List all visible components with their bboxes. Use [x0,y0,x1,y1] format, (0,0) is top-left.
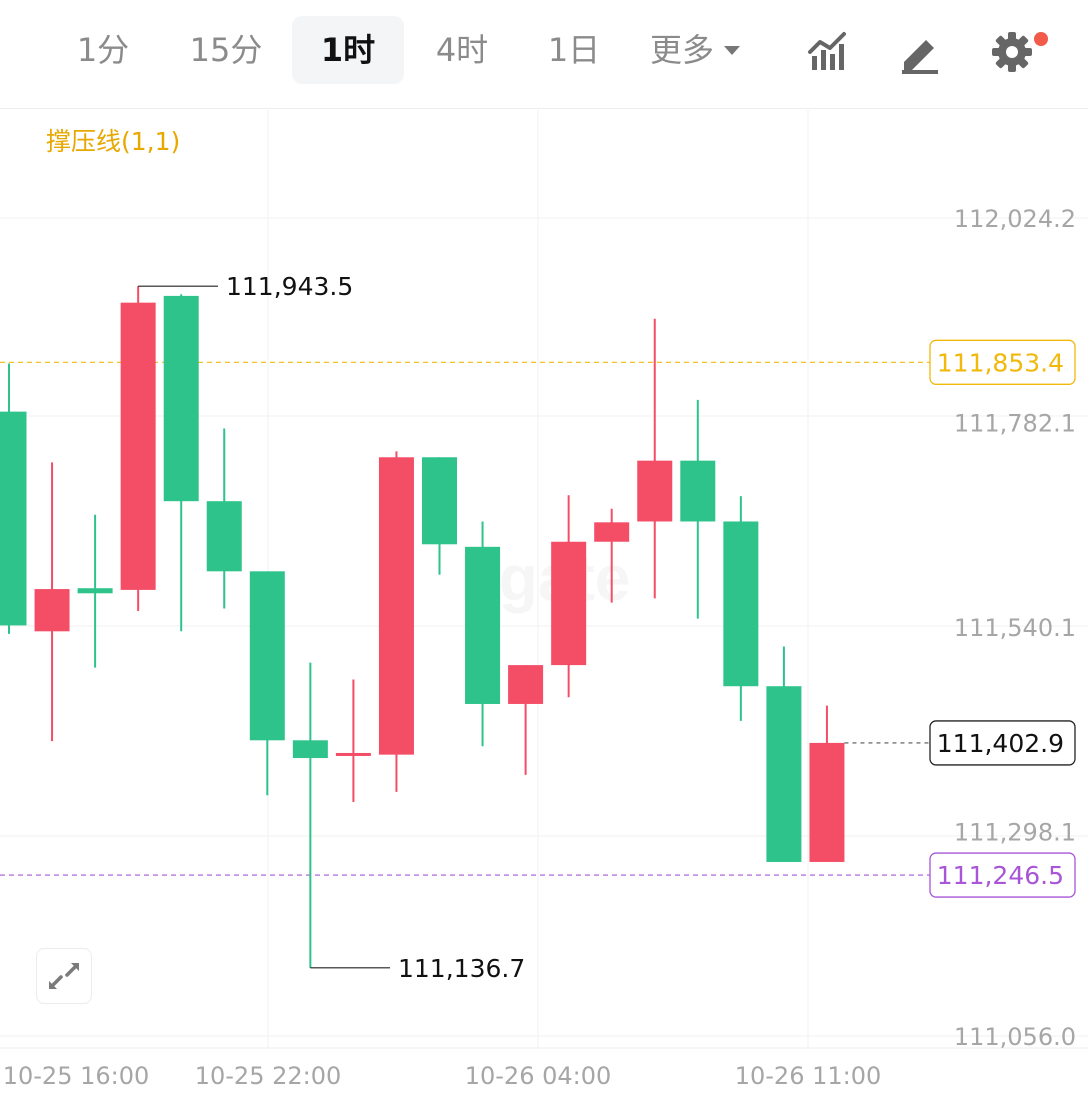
low-annotation-label: 111,136.7 [398,954,525,983]
candle-18 [766,646,802,862]
tab-4[interactable]: 1日 [547,31,601,69]
candle-body [34,589,70,632]
candle-15 [637,318,673,599]
candle-body [206,501,242,572]
y-axis-label-3: 111,298.1 [954,818,1076,846]
candle-body [335,752,371,756]
x-axis-label-2: 10-26 04:00 [465,1062,612,1090]
candle-body [120,302,156,590]
settings-gear-icon [992,32,1032,72]
grid-lines [0,110,1088,1048]
candle-body [551,541,587,666]
tab-1[interactable]: 15分 [189,31,263,69]
last-price-tag-box [929,720,1076,766]
y-axis-label-0: 112,024.2 [954,205,1076,233]
notification-dot [1034,32,1048,46]
x-axis-label-0: 10-25 16:00 [3,1062,150,1090]
candle-6 [249,571,285,796]
candle-11 [465,521,501,747]
candle-12 [508,665,544,775]
x-axis-label-3: 10-26 11:00 [735,1062,882,1090]
candle-body [637,460,673,522]
candle-2 [77,514,113,668]
candle-0 [0,363,27,634]
tab-2[interactable]: 1时 [292,16,404,84]
candle-body [723,521,759,687]
candle-7 [292,662,328,968]
more-timeframes-dropdown[interactable]: 更多 [650,16,741,84]
settings-button[interactable] [988,28,1036,76]
candle-10 [422,457,457,575]
draw-tool-button[interactable] [896,28,944,76]
resistance-price-tag-box [929,339,1076,385]
indicator-chart-button[interactable] [804,28,852,76]
candle-3 [120,286,156,612]
candle-body [508,665,544,704]
candle-13 [551,495,587,698]
draw-pen-icon [902,40,938,74]
candle-19 [809,705,845,862]
caret-down-icon [724,45,741,55]
candle-body [378,457,414,755]
candle-body [594,522,630,542]
candle-body [292,740,328,759]
candle-14 [594,508,630,603]
support-price-tag-text: 111,246.5 [937,861,1064,890]
candle-body [422,457,457,545]
last-price-tag-text: 111,402.9 [937,729,1064,758]
candle-1 [34,462,70,742]
candle-body [809,742,845,862]
candle-4 [163,294,199,632]
resistance-price-tag: 111,853.4 [929,339,1076,385]
y-axis-label-2: 111,540.1 [954,614,1076,642]
toolbar-divider [0,108,1088,109]
support-price-tag: 111,246.5 [929,852,1076,898]
candle-16 [680,399,716,619]
candle-body [249,571,285,741]
last-price-tag: 111,402.9 [929,720,1076,766]
support-resistance-indicator-label[interactable]: 撑压线(1,1) [46,127,181,156]
tab-3[interactable]: 4时 [435,31,489,69]
expand-icon [49,963,79,989]
resistance-price-tag-text: 111,853.4 [937,348,1064,377]
candle-8 [335,679,371,802]
support-price-tag-box [929,852,1076,898]
candle-17 [723,496,759,721]
candle-body [77,588,113,594]
candlestick-chart[interactable]: bgate112,024.2111,782.1111,540.1111,298.… [0,110,1088,1107]
candle-body [0,411,27,626]
x-axis-label-1: 10-25 22:00 [195,1062,342,1090]
timeframe-toolbar: 1分 15分 1时 4时 1日 更多 [0,0,1088,104]
more-label: 更多 [650,31,715,69]
y-axis-label-1: 111,782.1 [954,410,1076,438]
tab-0[interactable]: 1分 [76,31,130,69]
fullscreen-button[interactable] [36,948,92,1004]
candle-5 [206,428,242,609]
candle-body [680,460,716,522]
y-axis-label-4: 111,056.0 [954,1023,1076,1051]
high-annotation-label: 111,943.5 [226,272,353,301]
candle-body [163,295,199,502]
candles [0,286,845,968]
candle-9 [378,451,414,792]
candle-body [465,546,501,704]
indicator-chart-icon [808,32,846,70]
candle-body [766,686,802,862]
